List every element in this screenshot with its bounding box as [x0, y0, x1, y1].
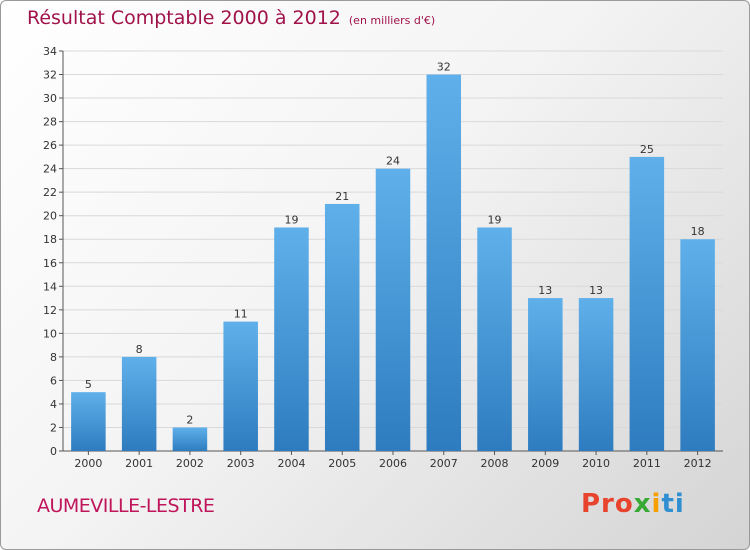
bar-2007 [426, 74, 462, 451]
bar-2003 [223, 321, 258, 451]
y-tick-label: 28 [43, 116, 57, 129]
bar-2012 [680, 239, 715, 451]
chart-title: Résultat Comptable 2000 à 2012 (en millie… [27, 7, 435, 29]
y-tick-label: 24 [43, 163, 57, 176]
logo-part-4: ti [661, 489, 685, 519]
y-tick-label: 26 [43, 139, 57, 152]
value-label-2012: 18 [691, 225, 705, 238]
y-tick-label: 32 [43, 69, 57, 82]
value-label-2000: 5 [85, 378, 92, 391]
y-tick-label: 2 [50, 421, 57, 434]
y-tick-label: 8 [50, 351, 57, 364]
x-tick-label-2008: 2008 [481, 457, 509, 470]
value-label-2008: 19 [488, 213, 502, 226]
bar-2005 [324, 203, 360, 451]
y-tick-label: 14 [43, 280, 57, 293]
x-tick-label-2012: 2012 [684, 457, 712, 470]
value-label-2009: 13 [538, 284, 552, 297]
x-tick-label-2007: 2007 [430, 457, 458, 470]
y-tick-label: 30 [43, 92, 57, 105]
value-label-2006: 24 [386, 155, 400, 168]
value-label-2011: 25 [640, 143, 654, 156]
value-label-2001: 8 [136, 343, 143, 356]
chart-title-text: Résultat Comptable 2000 à 2012 [27, 7, 341, 29]
x-tick-label-2005: 2005 [328, 457, 356, 470]
value-label-2010: 13 [589, 284, 603, 297]
bar-2004 [274, 227, 309, 451]
bar-2002 [172, 427, 208, 451]
x-tick-label-2011: 2011 [633, 457, 661, 470]
y-tick-label: 20 [43, 210, 57, 223]
logo-part-2: x [633, 489, 652, 519]
value-label-2005: 21 [335, 190, 349, 203]
chart-subtitle: (en milliers d'€) [348, 14, 436, 27]
bar-2001 [121, 356, 157, 451]
x-tick-label-2006: 2006 [379, 457, 407, 470]
bar-2010 [578, 298, 614, 451]
proxiti-logo: Proxiti [581, 489, 685, 519]
x-tick-label-2010: 2010 [582, 457, 610, 470]
labels: 0246810121416182022242628303234520008200… [43, 45, 712, 470]
y-tick-label: 10 [43, 327, 57, 340]
y-tick-label: 4 [50, 398, 57, 411]
value-label-2003: 11 [234, 308, 248, 321]
y-tick-label: 18 [43, 233, 57, 246]
y-tick-label: 0 [50, 445, 57, 458]
x-tick-label-2003: 2003 [227, 457, 255, 470]
logo-part-1: Pro [581, 489, 634, 519]
x-tick-label-2002: 2002 [176, 457, 204, 470]
logo-part-3: i [651, 489, 662, 519]
x-tick-label-2009: 2009 [531, 457, 559, 470]
bar-2006 [375, 168, 411, 451]
x-tick-label-2000: 2000 [74, 457, 102, 470]
x-tick-label-2004: 2004 [277, 457, 305, 470]
x-tick-label-2001: 2001 [125, 457, 153, 470]
value-label-2002: 2 [186, 413, 193, 426]
bar-2011 [629, 156, 665, 451]
value-label-2007: 32 [437, 61, 451, 74]
value-label-2004: 19 [284, 213, 298, 226]
y-tick-label: 22 [43, 186, 57, 199]
bar-2009 [528, 298, 563, 451]
y-tick-label: 6 [50, 374, 57, 387]
y-tick-label: 16 [43, 257, 57, 270]
y-tick-label: 34 [43, 45, 57, 58]
y-tick-label: 12 [43, 304, 57, 317]
bar-2000 [71, 392, 106, 451]
bar-2008 [477, 227, 512, 451]
bars [71, 74, 715, 451]
commune-name: AUMEVILLE-LESTRE [37, 495, 215, 517]
